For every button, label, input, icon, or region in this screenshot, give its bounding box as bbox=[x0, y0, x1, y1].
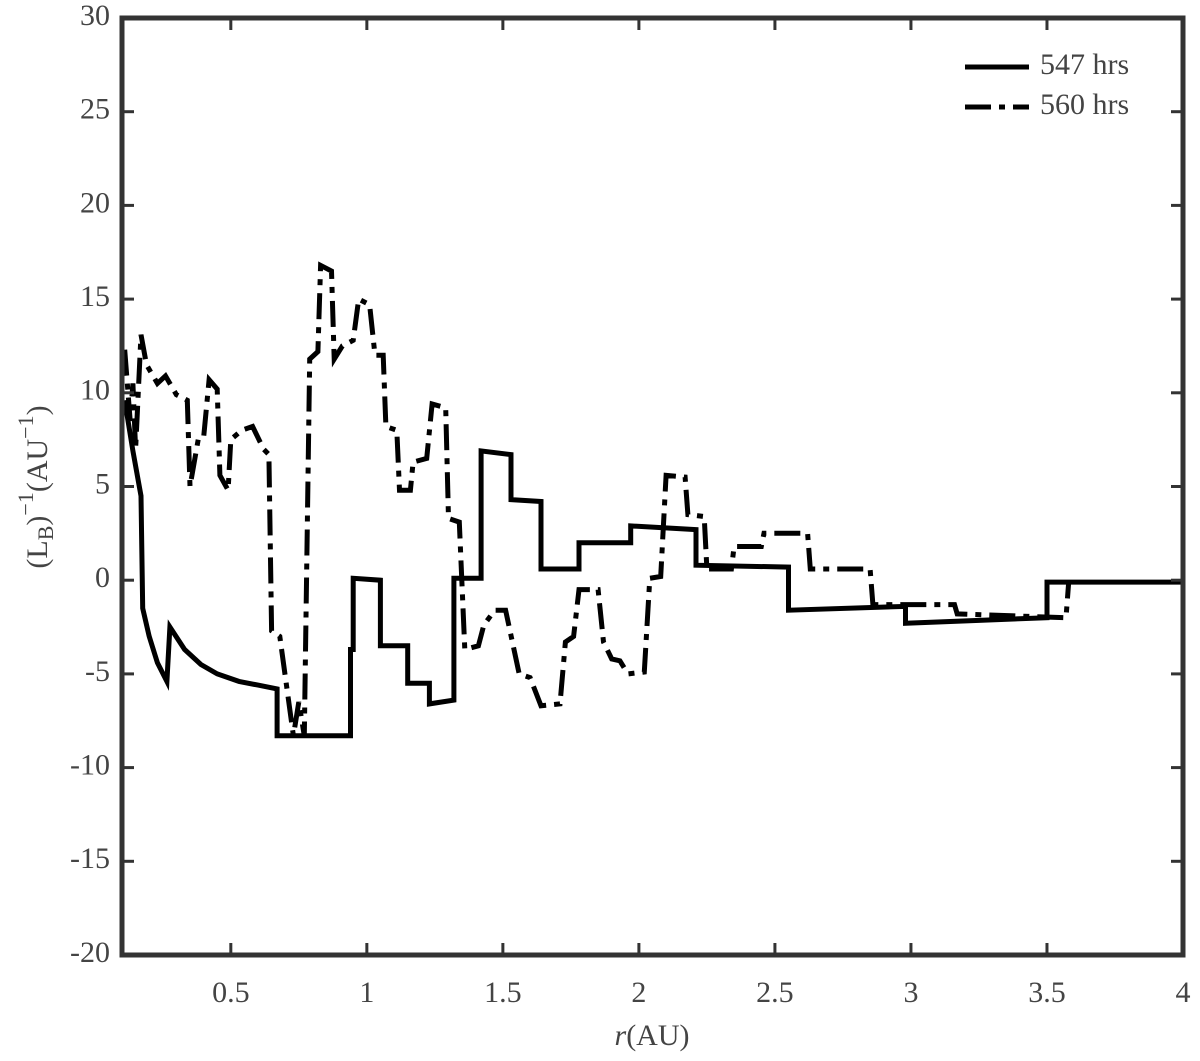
y-tick-label: 5 bbox=[95, 467, 110, 500]
legend-label: 547 hrs bbox=[1040, 48, 1129, 81]
y-tick-label: 20 bbox=[80, 186, 110, 219]
x-tick-label: 3 bbox=[903, 976, 918, 1009]
y-label-part: (L bbox=[21, 540, 54, 568]
x-tick-label: 1.5 bbox=[484, 976, 522, 1009]
x-tick-label: 3.5 bbox=[1028, 976, 1066, 1009]
y-label-part: (AU bbox=[21, 439, 54, 493]
x-label-part: (AU) bbox=[626, 1019, 689, 1052]
y-tick-label: -20 bbox=[70, 936, 110, 969]
y-label-part: −1 bbox=[13, 415, 38, 438]
series-line bbox=[122, 399, 1183, 739]
x-tick-label: 2.5 bbox=[756, 976, 794, 1009]
y-label-part: (L bbox=[21, 540, 54, 568]
x-tick-label: 1 bbox=[359, 976, 374, 1009]
y-tick-label: 30 bbox=[80, 0, 110, 32]
y-tick-label: -10 bbox=[70, 748, 110, 781]
y-tick-label: -15 bbox=[70, 842, 110, 875]
x-axis-label: r(AU) bbox=[615, 1019, 690, 1052]
y-label-part: ) bbox=[21, 516, 54, 526]
y-label-part: ) bbox=[21, 405, 54, 415]
x-tick-label: 2 bbox=[631, 976, 646, 1009]
axes-frame bbox=[119, 15, 1186, 958]
x-tick-label: 0.5 bbox=[212, 976, 250, 1009]
plot-area bbox=[122, 261, 1183, 739]
y-label-part: −1 bbox=[13, 492, 38, 515]
y-tick-label: -5 bbox=[85, 655, 110, 688]
y-tick-label: 15 bbox=[80, 280, 110, 313]
y-tick-label: 10 bbox=[80, 374, 110, 407]
series-line bbox=[122, 261, 1072, 737]
legend-label: 560 hrs bbox=[1040, 88, 1129, 121]
y-label-part: B bbox=[33, 526, 58, 541]
y-tick-label: 25 bbox=[80, 93, 110, 126]
y-axis-label: (LB)−1(AU−1) bbox=[13, 405, 58, 568]
x-label-part: r bbox=[615, 1019, 627, 1052]
y-tick-label: 0 bbox=[95, 561, 110, 594]
x-tick-label: 4 bbox=[1176, 976, 1191, 1009]
